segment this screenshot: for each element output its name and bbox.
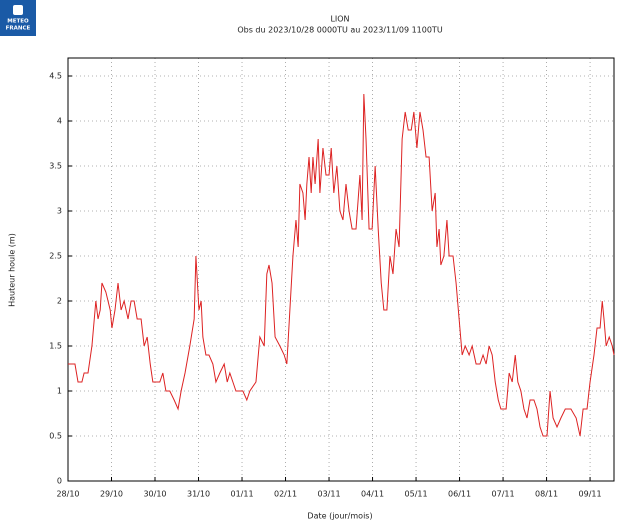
chart-subtitle: Obs du 2023/10/28 0000TU au 2023/11/09 1… [237, 26, 442, 35]
x-tick-label: 04/11 [361, 490, 384, 499]
x-tick-label: 28/10 [56, 490, 79, 499]
x-tick-label: 07/11 [492, 490, 515, 499]
logo-text: METEO [7, 19, 29, 25]
y-tick-label: 0.5 [49, 432, 62, 441]
y-axis-label: Hauteur houle (m) [8, 233, 17, 307]
y-tick-label: 2.5 [49, 252, 62, 261]
chart-title: LION [330, 15, 349, 24]
x-tick-label: 08/11 [535, 490, 558, 499]
logo-icon [13, 5, 23, 15]
y-tick-label: 4.5 [49, 72, 62, 81]
x-tick-label: 30/10 [143, 490, 166, 499]
y-tick-label: 0 [57, 477, 62, 486]
y-tick-label: 3 [57, 207, 62, 216]
logo-text: FRANCE [6, 26, 31, 32]
y-tick-label: 1 [57, 387, 62, 396]
x-tick-label: 31/10 [187, 490, 210, 499]
x-tick-label: 09/11 [579, 490, 602, 499]
y-tick-label: 1.5 [49, 342, 62, 351]
x-tick-label: 03/11 [318, 490, 341, 499]
x-tick-label: 02/11 [274, 490, 297, 499]
x-axis-label: Date (jour/mois) [307, 512, 372, 521]
y-tick-label: 2 [57, 297, 62, 306]
y-tick-label: 3.5 [49, 162, 62, 171]
x-tick-label: 29/10 [100, 490, 123, 499]
wave-height-line [68, 93, 615, 437]
x-tick-label: 06/11 [448, 490, 471, 499]
x-tick-label: 05/11 [405, 490, 428, 499]
y-tick-label: 4 [57, 117, 62, 126]
x-tick-label: 01/11 [230, 490, 253, 499]
plot-frame [67, 57, 615, 482]
